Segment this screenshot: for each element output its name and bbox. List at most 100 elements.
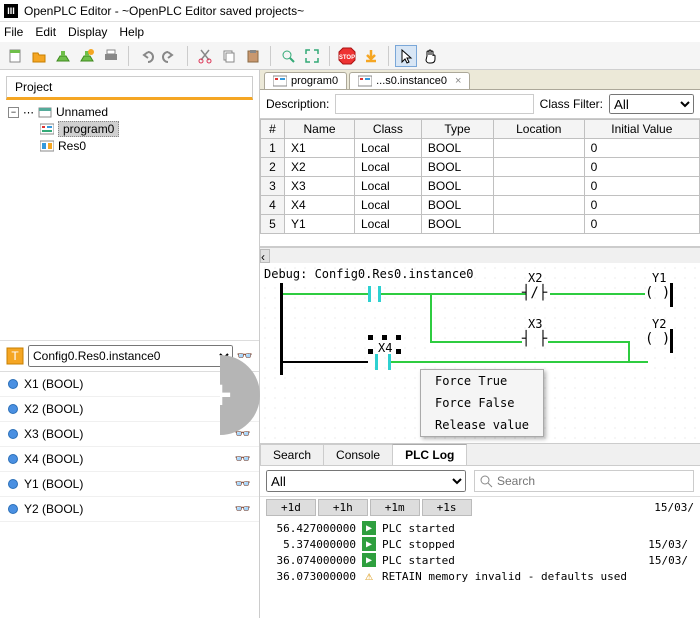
save-icon[interactable] [52,45,74,67]
variable-grid: #NameClassTypeLocationInitial Value 1X1L… [260,119,700,234]
grid-scrollbar[interactable]: ‹ [260,247,700,263]
log-offset-btn[interactable]: +1m [370,499,420,516]
undo-icon[interactable] [135,45,157,67]
tree-program[interactable]: program0 [58,121,119,137]
watch-dot-icon [8,404,18,414]
watch-row[interactable]: X4 (BOOL) 👓 [0,447,259,472]
instance-select[interactable]: Config0.Res0.instance0 [28,345,233,367]
variable-grid-wrap: #NameClassTypeLocationInitial Value 1X1L… [260,119,700,247]
tab-icon [273,75,287,87]
project-panel-header: Project [6,76,253,100]
coil-y1[interactable]: ( ) [645,285,670,301]
glasses-icon[interactable]: 👓 [235,451,251,467]
watch-dot-icon [8,504,18,514]
grid-row[interactable]: 1X1LocalBOOL0 [261,139,700,158]
menu-display[interactable]: Display [68,25,107,39]
tree-res[interactable]: Res0 [58,139,86,153]
app-icon: III [4,4,18,18]
open-icon[interactable] [28,45,50,67]
ladder-view[interactable]: Debug: Config0.Res0.instance0 X2 ┤/├ Y1 … [260,263,700,443]
context-menu: Force True Force False Release value [420,369,544,437]
title-bar: III OpenPLC Editor - ~OpenPLC Editor sav… [0,0,700,22]
cursor-icon[interactable] [395,45,417,67]
save-as-icon[interactable] [76,45,98,67]
log-search[interactable] [474,470,694,492]
log-filter-select[interactable]: All [266,470,466,492]
coil-y2[interactable]: ( ) [645,331,670,347]
grid-row[interactable]: 5Y1LocalBOOL0 [261,215,700,234]
glasses-icon[interactable]: 👓 [235,476,251,492]
log-search-input[interactable] [497,474,689,488]
log-line: 36.074000000▶PLC started15/03/ [266,552,694,568]
contact-x3[interactable]: ┤ ├ [522,331,547,347]
grid-header[interactable]: Name [285,120,355,139]
watch-var-name: X4 (BOOL) [24,452,83,466]
log-filter-row: All [260,466,700,497]
log-offset-btn[interactable]: +1d [266,499,316,516]
description-input[interactable] [335,94,533,114]
grid-row[interactable]: 3X3LocalBOOL0 [261,177,700,196]
project-icon [38,106,52,118]
search-icon [479,474,493,488]
log-offset-btn[interactable]: +1h [318,499,368,516]
close-icon[interactable]: × [455,75,461,87]
resource-icon [40,140,54,152]
toolbar: STOP [0,42,700,70]
watch-row[interactable]: Y1 (BOOL)👓 [0,472,259,497]
log-date: 15/03/ [654,501,700,514]
menu-edit[interactable]: Edit [35,25,56,39]
watch-var-name: X2 (BOOL) [24,402,83,416]
tree-root[interactable]: Unnamed [56,105,108,119]
editor-tabs: program0...s0.instance0× [260,70,700,90]
log-status-icon: ▶ [362,521,376,535]
editor-tab[interactable]: program0 [264,72,347,89]
find-icon[interactable] [277,45,299,67]
menu-help[interactable]: Help [119,25,144,39]
window-title: OpenPLC Editor - ~OpenPLC Editor saved p… [24,4,304,18]
new-icon[interactable] [4,45,26,67]
class-filter-select[interactable]: All [609,94,694,114]
log-status-icon: ▶ [362,537,376,551]
svg-text:T: T [11,349,19,363]
fullscreen-icon[interactable] [301,45,323,67]
watch-row[interactable]: Y2 (BOOL)👓 [0,497,259,522]
cut-icon[interactable] [194,45,216,67]
ctx-release[interactable]: Release value [421,414,543,436]
grid-row[interactable]: 4X4LocalBOOL0 [261,196,700,215]
watch-dot-icon [8,479,18,489]
description-label: Description: [266,97,329,111]
redo-icon[interactable] [159,45,181,67]
ctx-force-false[interactable]: Force False [421,392,543,414]
grid-header[interactable]: # [261,120,285,139]
description-row: Description: Class Filter: All [260,90,700,119]
grid-row[interactable]: 2X2LocalBOOL0 [261,158,700,177]
watch-dot-icon [8,429,18,439]
grid-header[interactable]: Class [354,120,421,139]
ctx-force-true[interactable]: Force True [421,370,543,392]
editor-tab[interactable]: ...s0.instance0× [349,72,470,89]
contact-x2[interactable]: ┤/├ [522,285,547,301]
grid-header[interactable]: Location [493,120,584,139]
menu-bar: File Edit Display Help [0,22,700,42]
watch-dot-icon [8,454,18,464]
log-body: 56.427000000▶PLC started5.374000000▶PLC … [260,518,700,586]
program-icon [40,123,54,135]
stop-icon[interactable]: STOP [336,45,358,67]
copy-icon[interactable] [218,45,240,67]
download-icon[interactable] [360,45,382,67]
log-status-icon: ⚠ [362,569,376,583]
glasses-icon[interactable]: 👓 [235,501,251,517]
paste-icon[interactable] [242,45,264,67]
log-offset-btn[interactable]: +1s [422,499,472,516]
grid-header[interactable]: Type [421,120,493,139]
btab-plclog[interactable]: PLC Log [392,444,467,465]
log-offsets: +1d+1h+1m+1s [260,497,478,518]
grid-header[interactable]: Initial Value [584,120,699,139]
watch-var-name: X1 (BOOL) [24,377,83,391]
hand-icon[interactable] [419,45,441,67]
menu-file[interactable]: File [4,25,23,39]
btab-search[interactable]: Search [260,444,324,465]
print-icon[interactable] [100,45,122,67]
btab-console[interactable]: Console [323,444,393,465]
tree-collapse-icon[interactable]: − [8,107,19,118]
